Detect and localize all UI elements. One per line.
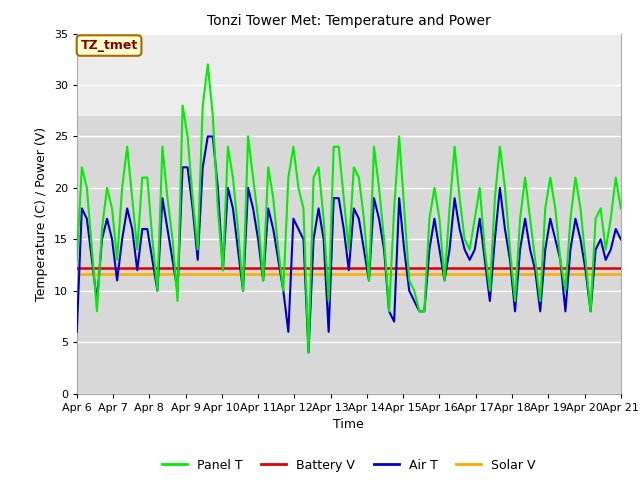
X-axis label: Time: Time — [333, 418, 364, 431]
Air T — [73, 329, 81, 335]
Solar V — [370, 271, 378, 277]
Battery V — [370, 265, 378, 271]
Panel T — [113, 257, 121, 263]
Line: Air T: Air T — [77, 136, 621, 352]
Solar V — [431, 271, 438, 277]
Panel T — [441, 277, 449, 283]
Air T — [441, 277, 449, 283]
Solar V — [113, 271, 121, 277]
Panel T — [204, 61, 212, 67]
Air T — [113, 277, 121, 283]
Panel T — [305, 349, 312, 355]
Panel T — [229, 175, 237, 180]
Battery V — [113, 265, 121, 271]
Battery V — [365, 265, 372, 271]
Panel T — [259, 277, 267, 283]
Battery V — [254, 265, 262, 271]
Line: Panel T: Panel T — [77, 64, 621, 352]
Battery V — [73, 265, 81, 271]
Legend: Panel T, Battery V, Air T, Solar V: Panel T, Battery V, Air T, Solar V — [157, 454, 541, 477]
Panel T — [73, 257, 81, 263]
Text: TZ_tmet: TZ_tmet — [81, 39, 138, 52]
Battery V — [224, 265, 232, 271]
Y-axis label: Temperature (C) / Power (V): Temperature (C) / Power (V) — [35, 127, 48, 300]
Title: Tonzi Tower Met: Temperature and Power: Tonzi Tower Met: Temperature and Power — [207, 14, 491, 28]
Air T — [229, 205, 237, 211]
Solar V — [254, 271, 262, 277]
Air T — [617, 237, 625, 242]
Panel T — [380, 237, 388, 242]
Solar V — [224, 271, 232, 277]
Air T — [204, 133, 212, 139]
Air T — [380, 247, 388, 252]
Air T — [305, 349, 312, 355]
Bar — [77, 34, 621, 116]
Panel T — [375, 185, 383, 191]
Solar V — [365, 271, 372, 277]
Battery V — [617, 265, 625, 271]
Air T — [259, 277, 267, 283]
Solar V — [617, 271, 625, 277]
Panel T — [617, 205, 625, 211]
Air T — [375, 216, 383, 222]
Solar V — [73, 271, 81, 277]
Battery V — [431, 265, 438, 271]
